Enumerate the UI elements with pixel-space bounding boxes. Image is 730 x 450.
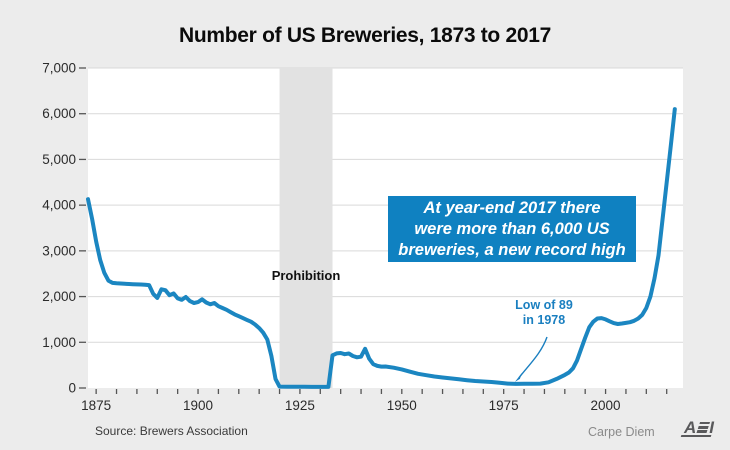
- low-annotation: Low of 89 in 1978: [502, 298, 586, 328]
- aei-logo-e-bars-icon: [696, 422, 711, 435]
- y-tick-label: 5,000: [42, 152, 76, 167]
- prohibition-label: Prohibition: [271, 268, 341, 283]
- low-annotation-line-1: Low of 89: [515, 298, 573, 312]
- aei-logo: A I: [680, 418, 726, 438]
- low-annotation-line-2: in 1978: [522, 313, 566, 327]
- x-tick-label: 2000: [591, 398, 621, 413]
- y-tick-label: 6,000: [42, 106, 76, 121]
- x-tick-label: 1975: [489, 398, 519, 413]
- aei-logo-underline: [680, 434, 712, 437]
- callout-line-3: breweries, a new record high: [398, 240, 626, 259]
- y-tick-label: 1,000: [42, 335, 76, 350]
- x-tick-label: 1950: [387, 398, 417, 413]
- x-tick-label: 1875: [81, 398, 111, 413]
- y-tick-label: 3,000: [42, 243, 76, 258]
- chart-title: Number of US Breweries, 1873 to 2017: [178, 24, 552, 47]
- y-tick-label: 2,000: [42, 289, 76, 304]
- low-annotation-arrowhead: [514, 372, 522, 382]
- brand-text: Carpe Diem: [588, 425, 655, 439]
- source-note: Source: Brewers Association: [95, 424, 248, 438]
- y-tick-label: 0: [68, 381, 76, 396]
- y-tick-label: 4,000: [42, 198, 76, 213]
- breweries-line: [86, 107, 677, 389]
- y-tick-label: 7,000: [42, 61, 76, 76]
- prohibition-band: [279, 68, 333, 388]
- x-tick-label: 1925: [285, 398, 315, 413]
- callout-line-2: were more than 6,000 US: [414, 219, 610, 238]
- aei-logo-letter-i: I: [709, 418, 715, 437]
- callout-line-1: At year-end 2017 there: [423, 198, 601, 217]
- aei-logo-letter-a: A: [684, 418, 697, 437]
- x-tick-label: 1900: [183, 398, 213, 413]
- low-annotation-arrow: [518, 336, 548, 379]
- callout-box: At year-end 2017 there were more than 6,…: [388, 196, 636, 262]
